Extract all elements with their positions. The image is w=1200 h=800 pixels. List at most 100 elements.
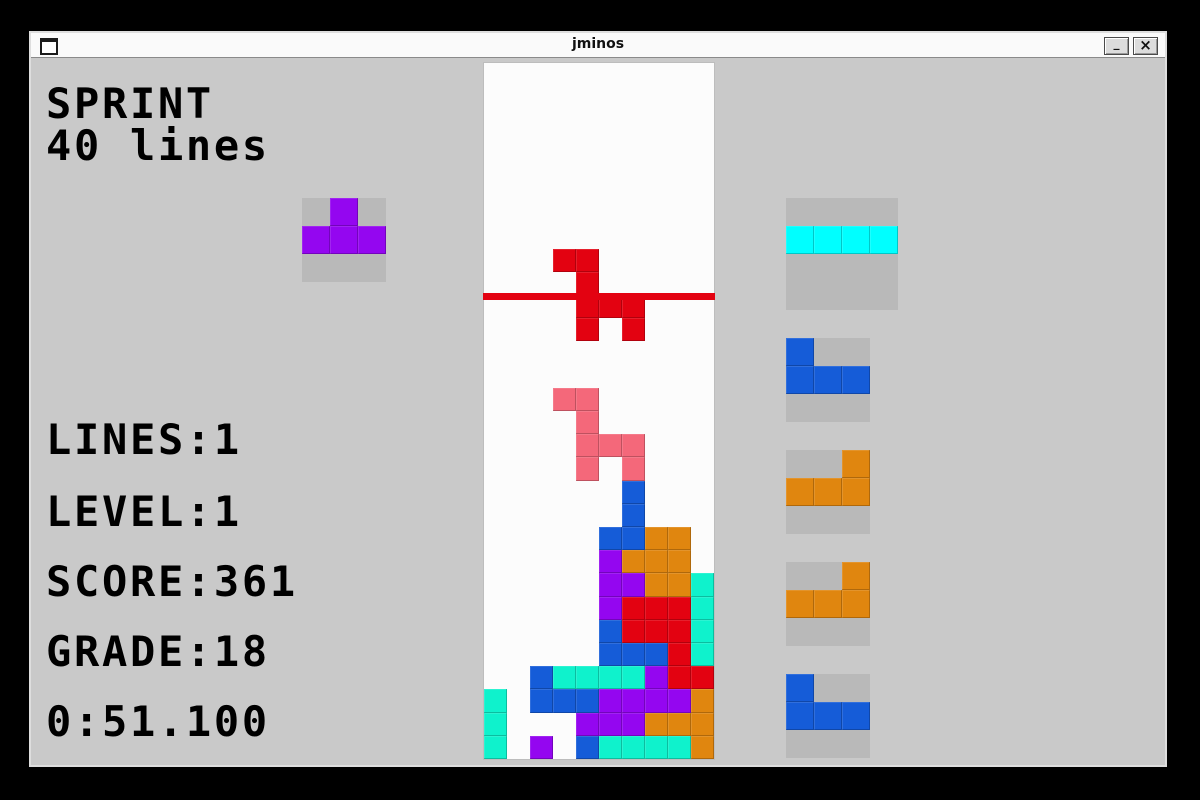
mino-cell [691,689,714,713]
mino-cell [786,338,814,366]
mino-cell [814,226,842,254]
stat-score: SCORE:361 [46,557,298,606]
mino-cell [302,226,330,254]
mino-cell [691,596,714,620]
mino-cell [576,318,599,342]
mino-cell [645,712,668,736]
mino-cell [691,619,714,643]
close-button[interactable]: × [1133,37,1158,55]
mino-cell [786,478,814,506]
mino-cell [484,712,507,736]
mino-cell [645,689,668,713]
mino-cell [576,248,599,272]
mino-cell [842,702,870,730]
next-piece-box [786,338,870,422]
mino-cell [691,712,714,736]
mino-cell [622,689,645,713]
stat-level: LEVEL:1 [46,487,242,536]
mino-cell [330,226,358,254]
minimize-button[interactable]: _ [1104,37,1129,55]
mino-cell [484,689,507,713]
mino-cell [668,643,691,667]
mino-cell [691,735,714,759]
mino-cell [599,712,622,736]
next-piece-box [786,198,898,310]
mino-cell [645,643,668,667]
mino-cell [484,735,507,759]
mino-cell [530,689,553,713]
timer: 0:51.100 [46,697,270,746]
mino-cell [622,619,645,643]
mino-cell [786,366,814,394]
mino-cell [622,318,645,342]
mino-cell [668,550,691,574]
mino-cell [668,666,691,690]
mino-cell [786,702,814,730]
mino-cell [622,573,645,597]
line-clear-flash [483,293,715,300]
mino-cell [553,248,576,272]
mino-cell [599,573,622,597]
mino-cell [599,666,622,690]
mino-cell [576,295,599,319]
mino-cell [622,503,645,527]
mino-cell [645,573,668,597]
mino-cell [814,590,842,618]
mino-cell [691,666,714,690]
mino-cell [576,666,599,690]
mino-cell [599,735,622,759]
mino-cell [622,596,645,620]
mino-cell [691,573,714,597]
mino-cell [358,226,386,254]
mino-cell [622,457,645,481]
mino-cell [842,478,870,506]
mino-cell [599,689,622,713]
mino-cell [645,666,668,690]
mino-cell [622,643,645,667]
next-piece-box [786,450,870,534]
mino-cell [786,590,814,618]
mino-cell [786,226,814,254]
mino-cell [530,735,553,759]
mino-cell [553,387,576,411]
mino-cell [842,562,870,590]
titlebar: jminos _ × [31,33,1165,58]
mino-cell [645,550,668,574]
mino-cell [814,702,842,730]
mino-cell [599,619,622,643]
mino-cell [576,387,599,411]
mino-cell [622,434,645,458]
mino-cell [622,712,645,736]
stat-grade: GRADE:18 [46,627,270,676]
window-title: jminos [571,36,625,52]
mino-cell [645,527,668,551]
mino-cell [599,550,622,574]
mino-cell [599,434,622,458]
mino-cell [622,550,645,574]
mino-cell [842,590,870,618]
mino-cell [645,735,668,759]
app-window: jminos _ × SPRINT 40 lines LINES:1 LEVEL… [31,33,1165,765]
mino-cell [599,527,622,551]
stat-lines: LINES:1 [46,415,242,464]
hold-piece-box [302,198,386,282]
mino-cell [842,226,870,254]
mino-cell [553,666,576,690]
mino-cell [814,366,842,394]
mino-cell [668,527,691,551]
mino-cell [576,689,599,713]
mino-cell [842,450,870,478]
window-menu-icon[interactable] [40,38,58,55]
mino-cell [622,295,645,319]
mino-cell [870,226,898,254]
mode-title: SPRINT [46,79,214,128]
mino-cell [622,735,645,759]
mino-cell [645,619,668,643]
mino-cell [599,295,622,319]
playfield [483,63,715,759]
mino-cell [668,619,691,643]
mino-cell [330,198,358,226]
mino-cell [668,735,691,759]
mino-cell [668,596,691,620]
